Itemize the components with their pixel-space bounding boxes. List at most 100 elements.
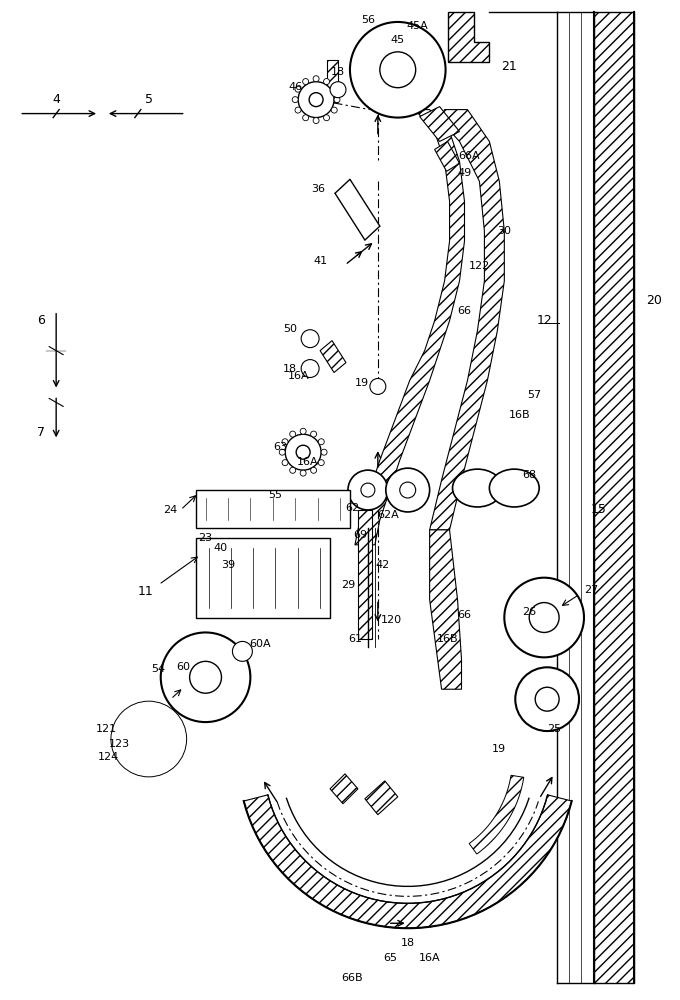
Polygon shape xyxy=(447,12,490,62)
Circle shape xyxy=(295,107,301,113)
Circle shape xyxy=(292,97,298,103)
Circle shape xyxy=(301,360,319,378)
Circle shape xyxy=(324,115,330,121)
Text: 45: 45 xyxy=(391,35,405,45)
Text: 23: 23 xyxy=(199,533,213,543)
Text: 26: 26 xyxy=(522,607,537,617)
Polygon shape xyxy=(420,107,460,141)
Text: 45A: 45A xyxy=(407,21,428,31)
Circle shape xyxy=(400,482,415,498)
Text: 66: 66 xyxy=(458,306,471,316)
Polygon shape xyxy=(430,110,505,530)
Circle shape xyxy=(505,578,584,657)
Text: 40: 40 xyxy=(214,543,228,553)
Text: 6: 6 xyxy=(37,314,45,327)
Text: 69: 69 xyxy=(353,530,367,540)
Text: 56: 56 xyxy=(361,15,375,25)
Polygon shape xyxy=(320,341,346,373)
Circle shape xyxy=(311,467,317,473)
Text: 60: 60 xyxy=(177,662,190,672)
Text: 123: 123 xyxy=(108,739,129,749)
Text: 55: 55 xyxy=(269,490,282,500)
Circle shape xyxy=(331,86,337,92)
Polygon shape xyxy=(469,775,524,854)
Circle shape xyxy=(296,445,310,459)
Text: 121: 121 xyxy=(95,724,116,734)
Circle shape xyxy=(295,86,301,92)
Polygon shape xyxy=(435,141,460,171)
Circle shape xyxy=(282,439,288,445)
Circle shape xyxy=(300,428,306,434)
Text: 18: 18 xyxy=(331,67,345,77)
Polygon shape xyxy=(430,530,462,689)
Text: 39: 39 xyxy=(222,560,235,570)
Text: 19: 19 xyxy=(492,744,507,754)
Ellipse shape xyxy=(490,469,539,507)
Text: 19: 19 xyxy=(355,378,369,388)
Circle shape xyxy=(350,22,445,118)
Text: 54: 54 xyxy=(152,664,166,674)
Circle shape xyxy=(290,431,296,437)
Circle shape xyxy=(334,97,340,103)
Circle shape xyxy=(285,434,321,470)
Text: 36: 36 xyxy=(311,184,325,194)
Circle shape xyxy=(298,82,334,118)
Text: 63: 63 xyxy=(273,442,287,452)
Text: 16B: 16B xyxy=(437,634,458,644)
Text: 25: 25 xyxy=(547,724,561,734)
Text: 68: 68 xyxy=(522,470,537,480)
Text: 122: 122 xyxy=(469,261,490,271)
Circle shape xyxy=(279,449,285,455)
Bar xyxy=(196,490,350,528)
Polygon shape xyxy=(330,774,358,804)
Circle shape xyxy=(290,467,296,473)
Text: 60A: 60A xyxy=(250,639,271,649)
Circle shape xyxy=(301,330,319,348)
Text: 120: 120 xyxy=(381,615,403,625)
Circle shape xyxy=(190,661,222,693)
Text: 66A: 66A xyxy=(458,151,480,161)
Circle shape xyxy=(348,470,388,510)
Text: 16A: 16A xyxy=(297,457,319,467)
Circle shape xyxy=(529,603,559,632)
Circle shape xyxy=(535,687,559,711)
Text: 16A: 16A xyxy=(419,953,441,963)
Polygon shape xyxy=(358,510,372,639)
Circle shape xyxy=(361,483,375,497)
Circle shape xyxy=(515,667,579,731)
Text: 16B: 16B xyxy=(509,410,530,420)
Circle shape xyxy=(311,431,317,437)
Polygon shape xyxy=(335,179,380,240)
Circle shape xyxy=(313,118,319,124)
Text: 124: 124 xyxy=(99,752,120,762)
Circle shape xyxy=(331,107,337,113)
Circle shape xyxy=(309,93,323,107)
Text: 5: 5 xyxy=(145,93,153,106)
Circle shape xyxy=(111,701,186,777)
Text: 11: 11 xyxy=(138,585,154,598)
Text: 62: 62 xyxy=(345,503,359,513)
Circle shape xyxy=(303,115,309,121)
Circle shape xyxy=(282,460,288,466)
Polygon shape xyxy=(355,110,464,545)
Text: 27: 27 xyxy=(584,585,598,595)
Text: 41: 41 xyxy=(313,256,327,266)
Circle shape xyxy=(303,79,309,85)
Polygon shape xyxy=(243,795,572,928)
Text: 20: 20 xyxy=(646,294,662,307)
Text: 15: 15 xyxy=(591,503,607,516)
Circle shape xyxy=(121,711,177,767)
Circle shape xyxy=(139,729,158,749)
Text: 4: 4 xyxy=(52,93,60,106)
Text: 46: 46 xyxy=(288,82,302,92)
Circle shape xyxy=(313,76,319,82)
Text: 57: 57 xyxy=(527,390,541,400)
Ellipse shape xyxy=(452,469,503,507)
Text: 24: 24 xyxy=(164,505,177,515)
Text: 42: 42 xyxy=(375,560,390,570)
Circle shape xyxy=(324,79,330,85)
Text: 16A: 16A xyxy=(288,371,309,381)
Text: 66: 66 xyxy=(458,610,471,620)
Text: 29: 29 xyxy=(341,580,355,590)
Bar xyxy=(196,538,330,618)
